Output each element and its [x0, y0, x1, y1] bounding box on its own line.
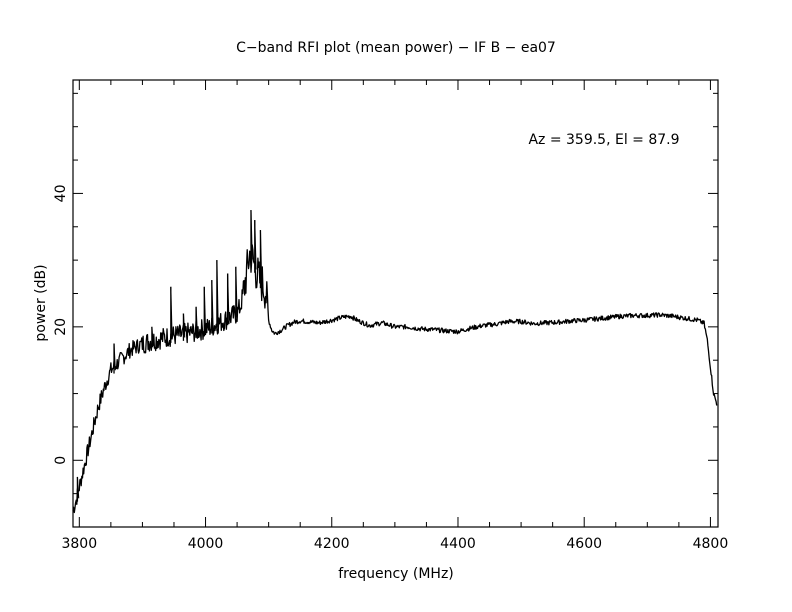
rfi-spike-edge: [235, 266, 238, 318]
rfi-noise-marks: [76, 210, 263, 502]
x-tick-label: 4400: [440, 536, 476, 552]
x-axis-label: frequency (MHz): [338, 566, 454, 582]
rfi-spike-edge: [195, 306, 198, 335]
y-tick-label: 40: [53, 185, 69, 203]
x-tick-label: 4000: [188, 536, 224, 552]
axis-tick-labels: 3800 4000 4200 4400 4600 4800 0 20 40: [53, 185, 728, 552]
rfi-spike-edge: [254, 220, 257, 270]
y-tick-label: 20: [53, 318, 69, 336]
rfi-spike-edge: [216, 260, 219, 328]
rfi-spike-edge: [151, 326, 154, 345]
y-tick-label: 0: [53, 456, 69, 465]
x-tick-label: 4600: [566, 536, 602, 552]
x-tick-label: 4800: [693, 536, 729, 552]
chart-title: C−band RFI plot (mean power) − IF B − ea…: [236, 40, 556, 56]
x-tick-label: 4200: [314, 536, 350, 552]
rfi-spike-edge: [227, 273, 230, 322]
power-series-line: [72, 244, 718, 514]
rfi-spike-edge: [250, 210, 253, 260]
rfi-spike-edge: [203, 286, 207, 333]
rfi-spike-edge: [76, 476, 80, 499]
x-tick-label: 3800: [61, 536, 97, 552]
axis-ticks: [73, 80, 718, 527]
y-axis-label: power (dB): [33, 264, 49, 341]
rfi-spike-edge: [182, 313, 186, 338]
rfi-spike-edge: [259, 230, 263, 285]
rfi-spike-edge: [211, 280, 214, 331]
plot-frame: [72, 79, 719, 528]
rfi-spike-edge: [170, 286, 173, 340]
rfi-spike-edge: [113, 343, 116, 371]
az-el-annotation: Az = 359.5, El = 87.9: [528, 132, 679, 148]
